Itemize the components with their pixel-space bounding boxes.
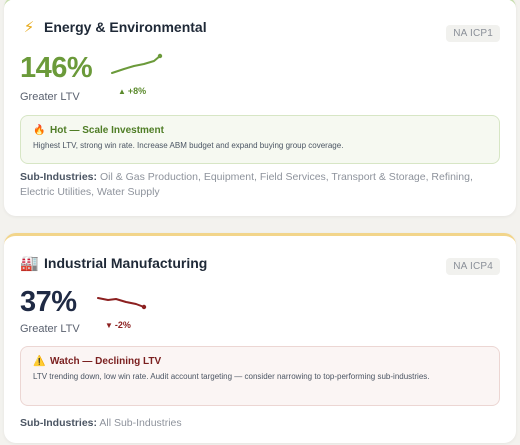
lightning-icon: ⚡ [23,18,35,36]
card-title: Energy & Environmental [44,19,207,35]
icp-badge: NA ICP4 [446,258,500,275]
trend-down-icon: ▼ [105,321,113,330]
card-title: Industrial Manufacturing [44,255,208,271]
card-title-row: ⚡ Energy & Environmental [20,19,207,35]
ltv-value: 146% [20,52,93,84]
sub-industries-list: Oil & Gas Production, Equipment, Field S… [20,171,473,199]
trend-sparkline [97,297,147,310]
card-title-row: 🏭 Industrial Manufacturing [20,255,207,271]
trend-delta: ▼ -2% [105,320,131,330]
warning-icon: ⚠️ [33,356,46,367]
trend-delta: ▲ +8% [118,86,146,96]
callout-body: Highest LTV, strong win rate. Increase A… [33,141,344,150]
ltv-label: Greater LTV [20,323,80,335]
ltv-value: 37% [20,286,77,318]
trend-delta-value: -2% [114,320,131,330]
recommendation-callout: ⚠️ Watch — Declining LTV LTV trending do… [20,346,500,406]
trend-sparkline [111,53,163,74]
sub-industries-label: Sub-Industries: [20,171,98,183]
factory-icon: 🏭 [20,254,39,272]
callout-heading-row: 🔥 Hot — Scale Investment [33,125,487,136]
callout-heading: Watch — Declining LTV [50,356,162,367]
sub-industries-list: All Sub-Industries [99,417,182,429]
sub-industries-label: Sub-Industries: [20,417,98,429]
callout-body: LTV trending down, low win rate. Audit a… [33,372,430,381]
trend-up-icon: ▲ [118,87,126,96]
recommendation-callout: 🔥 Hot — Scale Investment Highest LTV, st… [20,115,500,164]
callout-heading: Hot — Scale Investment [50,125,164,136]
fire-icon: 🔥 [33,125,46,136]
sub-industries: Sub-Industries: All Sub-Industries [20,416,490,431]
callout-heading-row: ⚠️ Watch — Declining LTV [33,356,487,367]
segment-card-energy: ⚡ Energy & Environmental NA ICP1 146% Gr… [4,0,516,216]
segment-card-industrial: 🏭 Industrial Manufacturing NA ICP4 37% G… [4,233,516,443]
sub-industries: Sub-Industries: Oil & Gas Production, Eq… [20,170,490,200]
icp-badge: NA ICP1 [446,25,500,42]
trend-delta-value: +8% [127,86,147,96]
ltv-label: Greater LTV [20,91,80,103]
